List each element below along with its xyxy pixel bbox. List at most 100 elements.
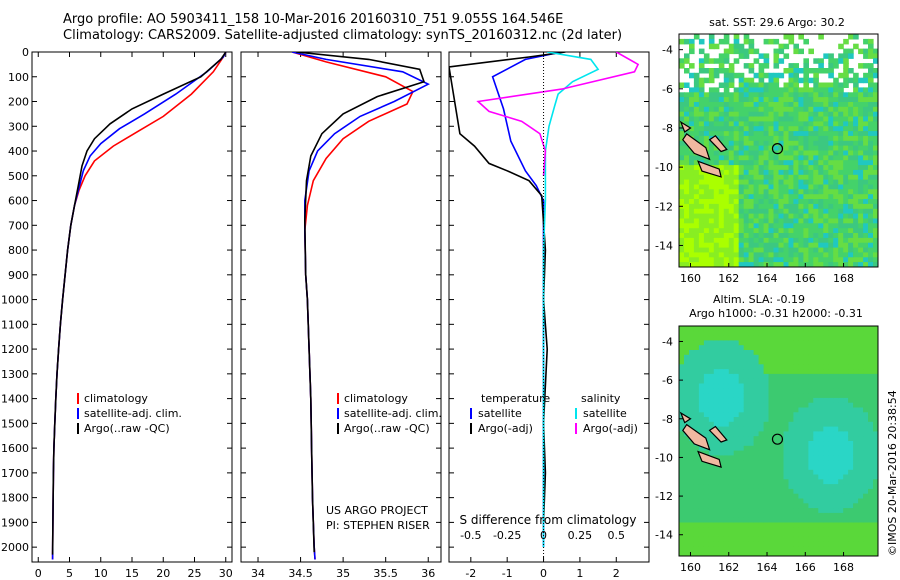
map-cell [863,218,869,224]
map-cell [828,532,834,538]
map-cell [823,247,829,254]
map-cell [703,135,710,142]
map-cell [783,378,790,385]
map-cell [758,450,765,456]
map-cell [793,184,799,190]
map-cell [798,68,804,74]
map-cell [733,72,740,79]
map-cell [808,359,814,365]
map-cell [684,503,690,509]
map-cell [684,546,690,552]
map-cell [679,262,685,267]
map-cell [708,72,715,79]
map-cell [723,335,730,341]
map-cell [808,402,814,409]
map-cell [793,536,799,543]
map-cell [743,208,750,215]
map-cell [679,527,685,533]
legend-group-title: salinity [581,392,621,405]
map-cell [873,155,878,161]
map-cell [733,184,740,190]
map-cell [708,203,715,210]
map-cell [853,436,859,442]
map-cell [728,474,735,480]
map-cell [818,402,824,409]
map-cell [828,160,834,166]
map-cell [748,527,755,533]
map-cell [828,53,834,59]
map-cell [723,140,730,147]
map-cell [843,407,849,413]
map-cell [818,228,824,234]
map-cell [748,237,755,244]
map-cell [818,179,824,186]
map-cell [684,407,690,413]
map-frame [678,33,879,268]
map-cell [803,536,809,543]
map-cell [788,426,795,432]
map-cell [693,184,700,190]
map-cell [743,345,750,351]
map-cell [753,326,760,332]
map-cell [728,350,735,356]
map-cell [728,445,735,452]
map-cell [783,208,790,215]
map-cell [858,350,864,356]
map-cell [793,257,799,263]
map-cell [848,484,854,490]
map-cell [753,484,760,490]
map-cell [823,479,829,485]
map-cell [708,397,715,404]
map-cell [738,53,745,59]
map-cell [808,354,814,361]
map-cell [763,223,770,229]
map-cell [679,383,685,389]
map-cell [713,484,720,490]
map-cell [743,252,750,258]
map-cell [843,527,849,533]
map-cell [868,383,874,389]
map-cell [758,111,765,118]
map-cell [693,135,700,142]
map-cell [843,131,849,137]
map-cell [753,393,760,399]
map-cell [708,498,715,504]
map-cell [758,184,765,190]
map-cell [818,184,824,190]
map-cell [768,121,775,127]
map-cell [708,484,715,490]
map-cell [723,228,730,234]
map-cell [813,450,819,456]
map-cell [853,460,859,466]
map-cell [748,242,755,249]
map-cell [843,126,849,132]
map-cell [743,262,750,267]
map-cell [818,257,824,263]
map-cell [783,421,790,428]
map-cell [718,522,725,528]
map-cell [843,145,849,152]
map-cell [833,426,839,432]
series-line [296,52,426,553]
map-cell [713,184,720,190]
map-cell [718,223,725,229]
map-cell [723,48,730,55]
map-cell [718,479,725,485]
map-cell [708,150,715,156]
map-cell [693,174,700,181]
map-cell [679,208,685,215]
map-cell [808,68,814,74]
map-cell [793,72,799,79]
map-cell [693,488,700,495]
map-cell [848,359,854,365]
map-cell [778,335,785,341]
map-cell [808,140,814,147]
map-cell [873,140,878,147]
map-cell [693,233,700,239]
map-cell [833,402,839,409]
map-cell [838,184,844,190]
map-cell [743,233,750,239]
map-cell [758,326,765,332]
map-cell [873,252,878,258]
map-cell [728,479,735,485]
